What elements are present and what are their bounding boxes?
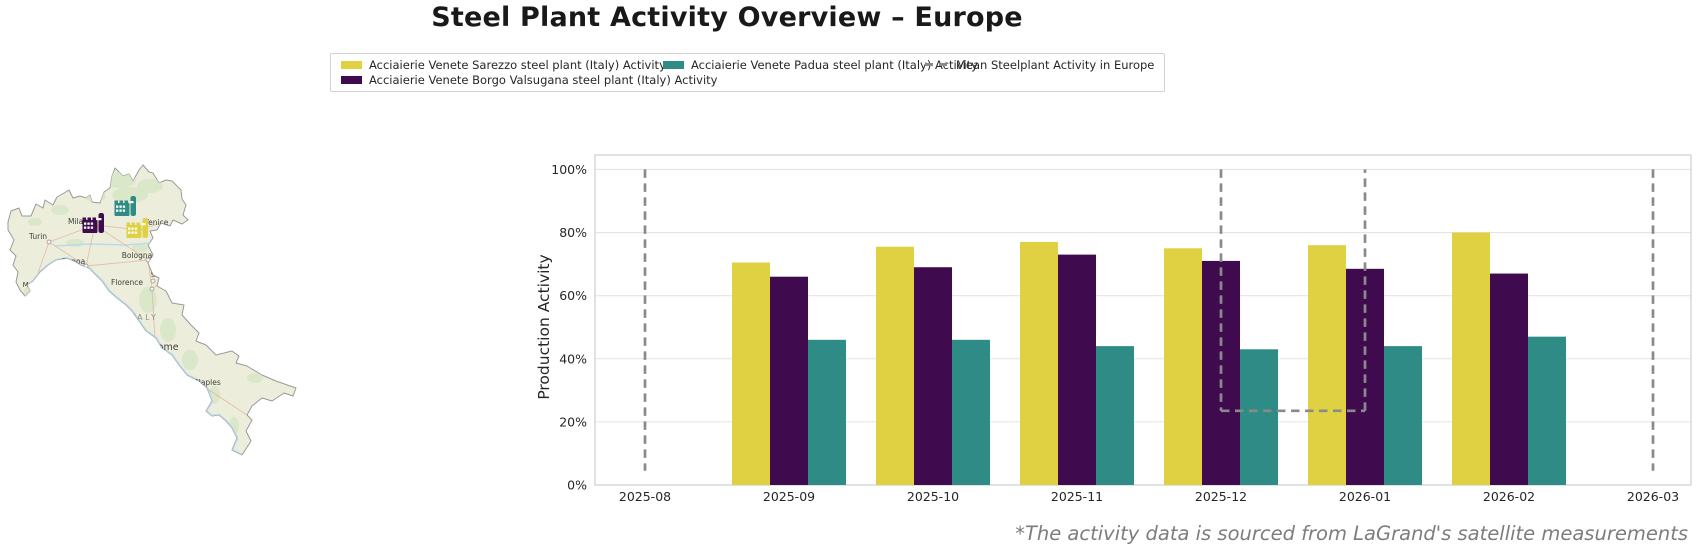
footnote: *The activity data is sourced from LaGra… <box>1015 522 1688 545</box>
bar-borgo-valsugana-2025-10 <box>914 267 952 485</box>
legend-label: Mean Steelplant Activity in Europe <box>956 57 1155 72</box>
terrain-patch <box>104 172 136 188</box>
legend-color-swatch <box>663 60 684 69</box>
bar-padua-2025-09 <box>808 339 846 485</box>
map-label-Naples: Naples <box>195 378 221 387</box>
map-label-Venice: Venice <box>144 218 169 227</box>
y-axis-label: Production Activity <box>535 254 553 399</box>
chart-title: Steel Plant Activity Overview – Europe <box>431 2 1023 33</box>
road-line <box>48 222 161 243</box>
italy-map: TurinMilanGenoaBolognaFlorenceVeniceMonS… <box>7 164 297 456</box>
legend-dash-swatch <box>925 63 949 66</box>
map-plant-icons <box>82 196 148 238</box>
city-marker-Turin <box>46 239 52 245</box>
bar-borgo-valsugana-2025-11 <box>1058 254 1096 485</box>
legend-item-mean: Mean Steelplant Activity in Europe <box>925 57 1154 72</box>
terrain-patch <box>160 318 176 342</box>
bar-borgo-valsugana-2025-09 <box>770 276 808 485</box>
bar-borgo-valsugana-2026-02 <box>1490 273 1528 485</box>
legend-label: Acciaierie Venete Padua steel plant (Ita… <box>691 57 978 72</box>
terrain-patch <box>51 205 69 215</box>
map-label-Milan: Milan <box>68 217 88 226</box>
po-river <box>54 242 153 247</box>
legend-color-swatch <box>341 75 362 84</box>
x-tick-label-2025-10: 2025-10 <box>907 489 959 504</box>
bar-padua-2025-12 <box>1240 349 1278 485</box>
y-tick-label: 100% <box>551 162 587 177</box>
y-tick-label: 60% <box>559 288 587 303</box>
y-tick-label: 80% <box>559 225 587 240</box>
terrain-patch <box>137 179 163 193</box>
bar-sarezzo-2025-10 <box>876 246 914 485</box>
bar-sarezzo-2026-01 <box>1308 245 1346 485</box>
legend-item-sarezzo: Acciaierie Venete Sarezzo steel plant (I… <box>341 57 666 72</box>
plant-icon-sarezzo <box>126 218 148 238</box>
x-tick-label-2026-02: 2026-02 <box>1483 489 1535 504</box>
bar-padua-2025-10 <box>952 339 990 485</box>
map-label-Bologna: Bologna <box>122 251 153 260</box>
x-tick-label-2025-09: 2025-09 <box>763 489 815 504</box>
bar-sarezzo-2025-09 <box>732 262 770 485</box>
legend-label: Acciaierie Venete Sarezzo steel plant (I… <box>369 57 666 72</box>
legend-color-swatch <box>341 60 362 69</box>
road-line <box>85 259 149 267</box>
terrain-patch <box>247 373 263 383</box>
bar-padua-2025-11 <box>1096 346 1134 485</box>
map-label-Rome: Rome <box>151 342 178 353</box>
legend-label: Acciaierie Venete Borgo Valsugana steel … <box>369 72 718 87</box>
city-marker-Florence <box>149 286 155 292</box>
plant-icon-borgo-valsugana <box>82 213 104 233</box>
bar-padua-2026-01 <box>1384 346 1422 485</box>
terrain-patch <box>182 350 198 370</box>
bar-padua-2026-02 <box>1528 336 1566 485</box>
bar-sarezzo-2025-12 <box>1164 248 1202 485</box>
x-tick-label-2025-08: 2025-08 <box>619 489 671 504</box>
legend-item-padua: Acciaierie Venete Padua steel plant (Ita… <box>663 57 978 72</box>
road-line <box>37 241 50 274</box>
x-tick-label-2025-12: 2025-12 <box>1195 489 1247 504</box>
legend-item-borgo-valsugana: Acciaierie Venete Borgo Valsugana steel … <box>341 72 718 87</box>
terrain-patch <box>112 187 148 203</box>
road-line <box>48 241 87 267</box>
y-tick-label: 40% <box>559 351 587 366</box>
map-label-country: ITALY <box>126 313 159 322</box>
bar-sarezzo-2025-11 <box>1020 241 1058 485</box>
axes-box <box>594 154 1692 486</box>
y-tick-label: 0% <box>567 478 587 493</box>
x-tick-label-2026-03: 2026-03 <box>1627 489 1679 504</box>
bar-sarezzo-2026-02 <box>1452 232 1490 485</box>
italy-map-container: Turin Milan Genoa Bologna Florence Venice Mon S… <box>0 148 310 458</box>
legend: Acciaierie Venete Sarezzo steel plant (I… <box>330 53 1166 92</box>
y-tick-label: 20% <box>559 414 587 429</box>
terrain-patch <box>28 218 42 226</box>
x-tick-label-2025-11: 2025-11 <box>1051 489 1103 504</box>
map-label-Florence: Florence <box>111 278 143 287</box>
city-marker-S <box>150 278 156 284</box>
terrain-patch <box>132 244 148 252</box>
plant-icon-padua <box>114 196 136 216</box>
x-tick-label-2026-01: 2026-01 <box>1339 489 1391 504</box>
map-label-Turin: Turin <box>28 232 47 241</box>
